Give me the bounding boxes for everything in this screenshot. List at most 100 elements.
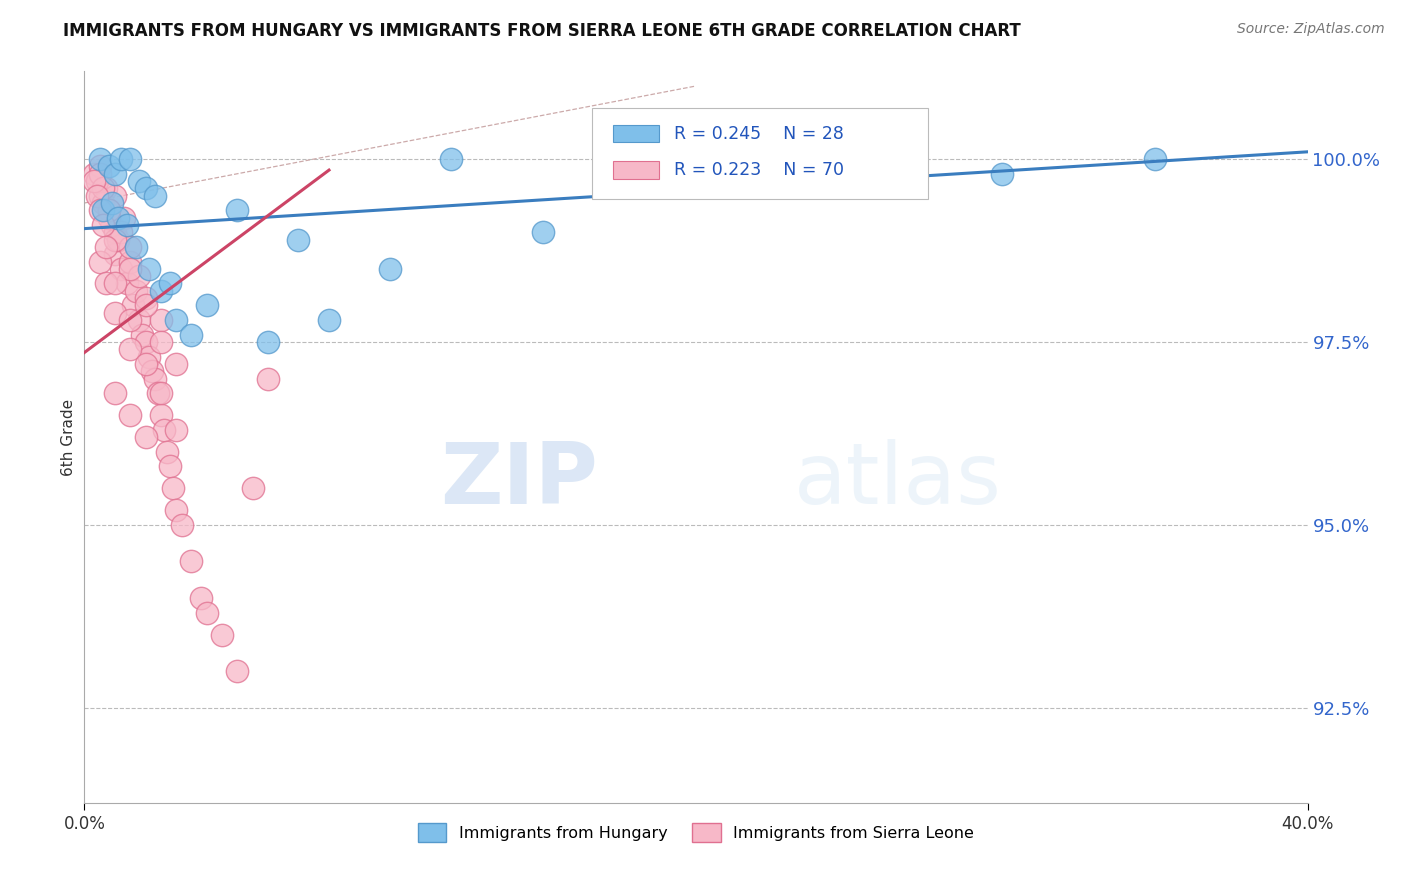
Point [94, 181, 117, 195]
Point [135, 291, 157, 305]
Point [149, 386, 172, 401]
Point [143, 188, 166, 202]
Point [83, 174, 105, 188]
Point [115, 277, 138, 291]
Point [138, 350, 160, 364]
Text: IMMIGRANTS FROM HUNGARY VS IMMIGRANTS FROM SIERRA LEONE 6TH GRADE CORRELATION CH: IMMIGRANTS FROM HUNGARY VS IMMIGRANTS FR… [63, 22, 1021, 40]
Point [211, 627, 233, 641]
Point [257, 334, 280, 349]
Point [135, 430, 157, 444]
Point [141, 364, 163, 378]
Legend: Immigrants from Hungary, Immigrants from Sierra Leone: Immigrants from Hungary, Immigrants from… [409, 815, 983, 850]
Text: atlas: atlas [794, 440, 1002, 523]
Point [135, 181, 157, 195]
Point [89, 167, 111, 181]
Y-axis label: 6th Grade: 6th Grade [60, 399, 76, 475]
Point [180, 554, 202, 568]
Point [149, 284, 172, 298]
Point [110, 225, 132, 239]
Point [156, 444, 179, 458]
Point [110, 261, 132, 276]
Point [89, 188, 111, 202]
Point [190, 591, 212, 605]
Point [94, 277, 117, 291]
Point [89, 160, 111, 174]
Point [1143, 152, 1166, 166]
Point [165, 313, 187, 327]
Point [101, 218, 124, 232]
Point [91, 203, 114, 218]
Point [120, 261, 142, 276]
Point [440, 152, 463, 166]
Point [991, 167, 1014, 181]
Point [107, 233, 129, 247]
Text: Source: ZipAtlas.com: Source: ZipAtlas.com [1237, 22, 1385, 37]
Point [91, 196, 114, 211]
Bar [613, 161, 659, 179]
Point [89, 152, 111, 166]
Point [143, 371, 166, 385]
Point [159, 459, 181, 474]
Point [97, 203, 120, 218]
Point [89, 254, 111, 268]
Point [89, 203, 111, 218]
Point [104, 225, 127, 239]
Point [149, 334, 172, 349]
Point [104, 188, 127, 202]
Point [91, 181, 114, 195]
Point [149, 313, 172, 327]
Point [120, 240, 142, 254]
Point [287, 233, 309, 247]
Point [101, 196, 124, 211]
Point [104, 247, 127, 261]
Point [97, 211, 120, 225]
Point [104, 306, 127, 320]
Point [146, 386, 169, 401]
Point [162, 481, 184, 495]
Point [128, 269, 150, 284]
Point [318, 313, 340, 327]
Point [122, 298, 145, 312]
Point [159, 277, 181, 291]
Point [131, 327, 153, 342]
Point [120, 408, 142, 422]
Text: R = 0.245    N = 28: R = 0.245 N = 28 [673, 125, 844, 143]
Point [112, 211, 135, 225]
Point [104, 233, 127, 247]
Point [120, 254, 142, 268]
Point [226, 664, 249, 678]
Point [380, 261, 402, 276]
Point [86, 188, 108, 202]
FancyBboxPatch shape [592, 108, 928, 200]
Point [120, 313, 142, 327]
Point [180, 327, 202, 342]
Point [107, 211, 129, 225]
Bar [613, 125, 659, 143]
Point [125, 284, 148, 298]
Point [165, 423, 187, 437]
Point [104, 277, 127, 291]
Point [195, 606, 218, 620]
Point [165, 357, 187, 371]
Point [195, 298, 218, 312]
Text: R = 0.223    N = 70: R = 0.223 N = 70 [673, 161, 844, 179]
Point [91, 218, 114, 232]
Point [83, 167, 105, 181]
Point [94, 240, 117, 254]
Point [115, 218, 138, 232]
Point [135, 334, 157, 349]
Point [97, 160, 120, 174]
Point [138, 261, 160, 276]
Point [128, 174, 150, 188]
Point [135, 298, 157, 312]
Point [104, 167, 127, 181]
Point [110, 152, 132, 166]
Point [120, 152, 142, 166]
Point [120, 343, 142, 357]
Point [165, 503, 187, 517]
Point [149, 408, 172, 422]
Text: ZIP: ZIP [440, 440, 598, 523]
Point [242, 481, 264, 495]
Point [153, 423, 176, 437]
Point [97, 203, 120, 218]
